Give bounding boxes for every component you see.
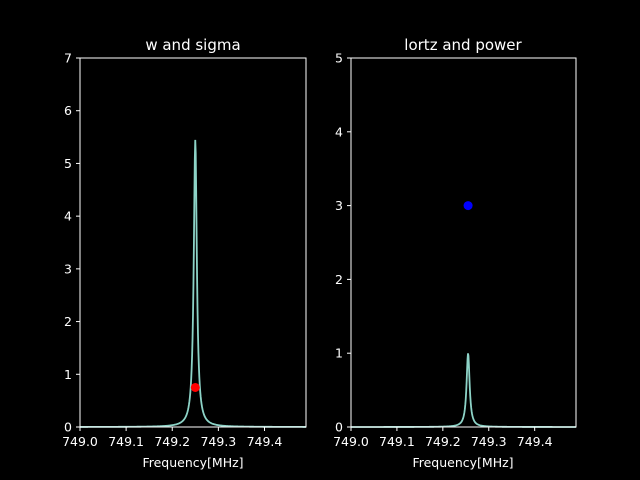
right-chart-marker-point	[463, 201, 473, 211]
left-chart-x-tick-label: 749.4	[247, 434, 283, 449]
right-chart-y-tick-label: 0	[335, 420, 343, 435]
left-chart-xlabel: Frequency[MHz]	[142, 455, 243, 470]
left-chart-y-tick-label: 6	[64, 103, 72, 118]
left-chart-x-tick-label: 749.2	[154, 434, 190, 449]
right-chart-y-tick-label: 3	[335, 198, 343, 213]
left-chart-y-tick-label: 2	[64, 314, 72, 329]
left-chart-title: w and sigma	[145, 36, 240, 54]
right-chart-y-tick-label: 2	[335, 272, 343, 287]
left-chart: w and sigma Frequency[MHz] 749.0 749.1 749…	[62, 36, 307, 470]
left-chart-marker-point	[190, 382, 200, 392]
left-chart-y-tick-label: 7	[64, 51, 72, 66]
right-chart-x-tick-label: 749.1	[379, 434, 415, 449]
right-chart-y-tick-label: 4	[335, 124, 343, 139]
right-chart: lortz and power Frequency[MHz] 749.0 749.…	[333, 36, 577, 470]
left-chart-y-tick-label: 1	[64, 367, 72, 382]
right-chart-y-tick-label: 1	[335, 346, 343, 361]
right-chart-x-tick-label: 749.0	[333, 434, 369, 449]
left-chart-y-tick-label: 5	[64, 156, 72, 171]
right-chart-ticks: 749.0 749.1 749.2 749.3 749.4 0 1 2 3 4 5	[333, 51, 553, 450]
right-chart-y-tick-label: 5	[335, 51, 343, 66]
left-chart-x-tick-label: 749.3	[200, 434, 236, 449]
left-chart-y-tick-label: 4	[64, 209, 72, 224]
left-chart-ticks: 749.0 749.1 749.2 749.3 749.4 0 1 2 3 4 5 6 7	[62, 51, 282, 450]
right-chart-xlabel: Frequency[MHz]	[412, 455, 513, 470]
left-chart-frame	[79, 57, 307, 428]
right-chart-x-tick-label: 749.2	[425, 434, 461, 449]
left-chart-y-tick-label: 3	[64, 261, 72, 276]
left-chart-y-tick-label: 0	[64, 420, 72, 435]
left-chart-x-tick-label: 749.1	[108, 434, 144, 449]
right-chart-title: lortz and power	[404, 36, 522, 54]
right-chart-x-tick-label: 749.3	[471, 434, 507, 449]
right-chart-x-tick-label: 749.4	[517, 434, 553, 449]
left-chart-x-tick-label: 749.0	[62, 434, 98, 449]
right-chart-frame	[350, 57, 577, 428]
